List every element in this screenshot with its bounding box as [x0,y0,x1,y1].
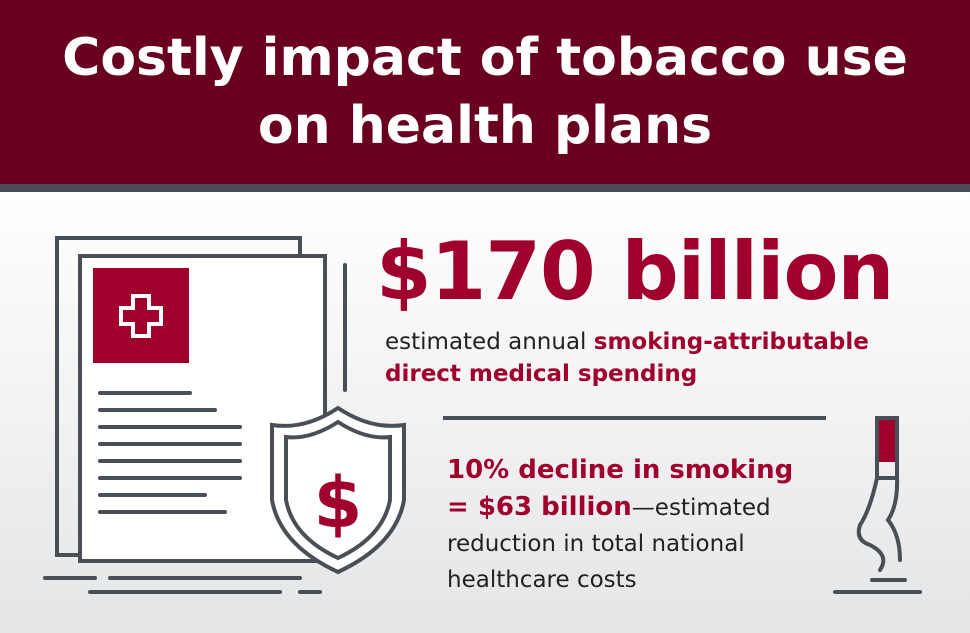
ground-lines [43,576,922,594]
hand [856,476,907,582]
title: Costly impact of tobacco use on health p… [62,28,908,156]
stat2-caption: —estimated reduction in total national h… [447,495,771,593]
stat2-value: = $63 billion [447,492,632,522]
medical-badge [93,268,189,363]
caption-text: estimated annual [385,329,587,355]
caption-highlight: smoking-attributable direct medical spen… [385,329,869,387]
ember [879,420,895,462]
stat-caption: estimated annual smoking-attributable di… [385,326,925,390]
stat-value: $170 billion [376,225,894,318]
back-page [55,236,302,557]
shield-inner [284,419,392,561]
stat2-highlight: 10% decline in smoking [447,455,794,485]
stat2: 10% decline in smoking = $63 billion—esti… [447,452,827,598]
dollar-icon: $ [314,462,363,544]
text-lines [98,391,242,514]
header: Costly impact of tobacco use on health p… [0,0,970,192]
cross [119,294,163,338]
cigarette [875,416,899,480]
shield [270,405,406,575]
